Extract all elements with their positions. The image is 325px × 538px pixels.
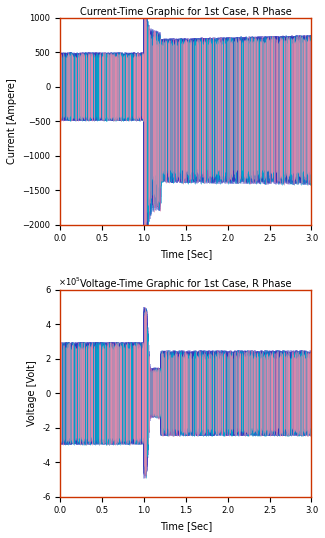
X-axis label: Time [Sec]: Time [Sec] [160,249,212,259]
Title: Voltage-Time Graphic for 1st Case, R Phase: Voltage-Time Graphic for 1st Case, R Pha… [80,279,292,289]
X-axis label: Time [Sec]: Time [Sec] [160,521,212,531]
Text: $\times 10^5$: $\times 10^5$ [58,275,81,288]
Title: Current-Time Graphic for 1st Case, R Phase: Current-Time Graphic for 1st Case, R Pha… [80,7,292,17]
Y-axis label: Current [Ampere]: Current [Ampere] [7,79,17,164]
Y-axis label: Voltage [Volt]: Voltage [Volt] [27,360,37,426]
